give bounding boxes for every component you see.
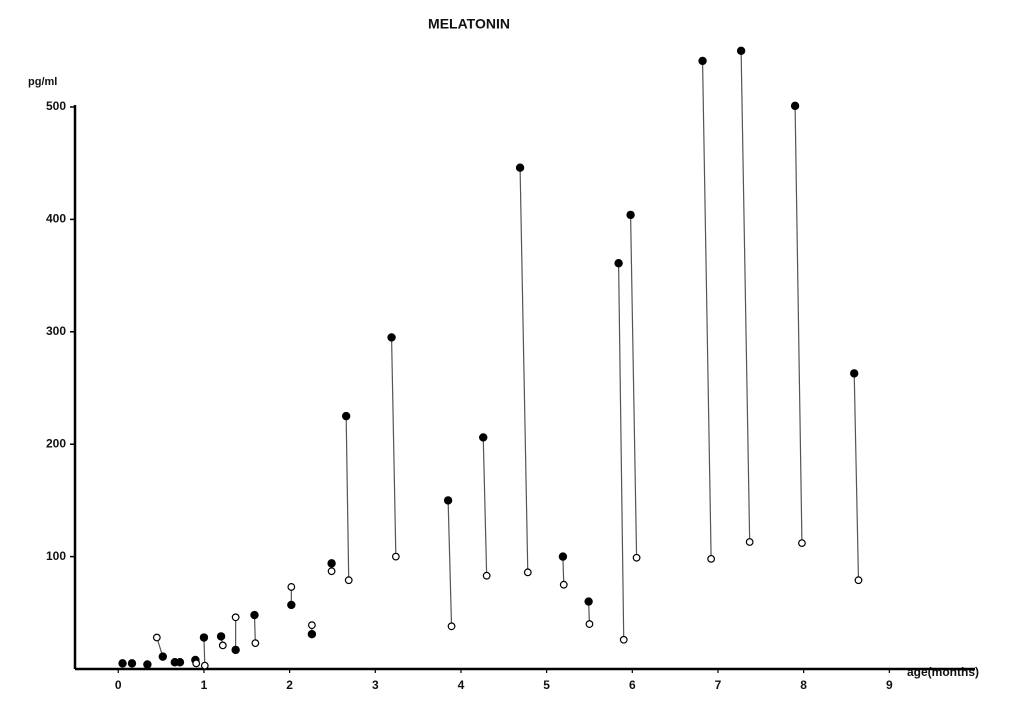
y-tick-label: 500 <box>46 99 66 113</box>
filled-point <box>143 660 152 669</box>
open-point <box>251 639 260 648</box>
y-tick-label: 400 <box>46 212 66 226</box>
pair-connector <box>482 437 488 576</box>
filled-point <box>216 632 226 641</box>
open-point <box>798 539 806 548</box>
open-point <box>559 580 568 589</box>
open-point <box>632 553 641 562</box>
pair-connector <box>618 263 625 640</box>
open-point <box>307 621 316 630</box>
filled-point <box>790 101 800 111</box>
pair-connector <box>519 167 529 573</box>
open-point <box>200 661 209 670</box>
pair-connector <box>629 214 638 558</box>
chart-title: MELATONIN <box>428 16 510 32</box>
x-tick-label: 4 <box>458 678 465 692</box>
pair-connector <box>345 416 350 581</box>
x-tick-label: 1 <box>201 678 208 692</box>
x-tick-label: 5 <box>543 678 550 692</box>
filled-point <box>626 210 635 220</box>
filled-point <box>443 496 453 505</box>
open-point <box>152 633 161 642</box>
filled-point <box>127 659 137 668</box>
filled-point <box>199 633 209 642</box>
x-tick-label: 3 <box>372 678 379 692</box>
open-point <box>619 635 628 644</box>
x-tick-label: 2 <box>286 678 293 692</box>
open-point <box>287 583 296 591</box>
filled-point <box>158 652 168 661</box>
filled-point <box>736 46 746 56</box>
filled-point <box>287 600 296 610</box>
open-point <box>745 538 754 546</box>
x-tick-label: 9 <box>886 678 893 692</box>
filled-point <box>698 56 707 66</box>
filled-point <box>515 163 525 172</box>
open-point <box>344 576 353 585</box>
pair-connector <box>253 615 256 644</box>
x-tick-label: 7 <box>715 678 722 692</box>
open-point <box>854 576 863 585</box>
pair-connector <box>562 556 565 585</box>
filled-point <box>231 645 240 655</box>
filled-point <box>118 659 127 668</box>
filled-point <box>850 369 859 378</box>
pair-connector <box>203 637 206 666</box>
filled-point <box>327 559 336 568</box>
open-point <box>482 571 491 580</box>
filled-point <box>479 433 488 442</box>
open-point <box>707 554 716 563</box>
open-point <box>585 620 594 628</box>
pair-connector <box>853 373 860 581</box>
filled-point <box>341 411 351 421</box>
y-tick-label: 100 <box>46 549 66 563</box>
filled-point <box>584 597 593 606</box>
open-point <box>327 567 336 576</box>
filled-point <box>614 259 623 268</box>
pair-connector <box>447 500 453 627</box>
pair-connector <box>701 60 712 559</box>
x-tick-label: 8 <box>800 678 807 692</box>
filled-point <box>558 552 568 561</box>
filled-point <box>175 658 185 667</box>
y-tick-label: 200 <box>46 436 66 450</box>
pair-connector <box>740 50 751 542</box>
open-point <box>218 641 227 650</box>
open-point <box>447 622 456 631</box>
pair-connector <box>794 105 803 544</box>
open-point <box>523 568 532 577</box>
filled-point <box>387 333 396 342</box>
y-axis-label: pg/ml <box>28 76 57 88</box>
x-axis-label: age(months) <box>907 665 979 679</box>
filled-point <box>250 610 259 620</box>
filled-point <box>307 629 317 639</box>
open-point <box>192 659 201 668</box>
pair-connector <box>390 337 397 557</box>
x-tick-label: 6 <box>629 678 636 692</box>
x-tick-label: 0 <box>115 678 122 692</box>
open-point <box>231 613 240 622</box>
open-point <box>391 552 400 561</box>
y-tick-label: 300 <box>46 324 66 338</box>
